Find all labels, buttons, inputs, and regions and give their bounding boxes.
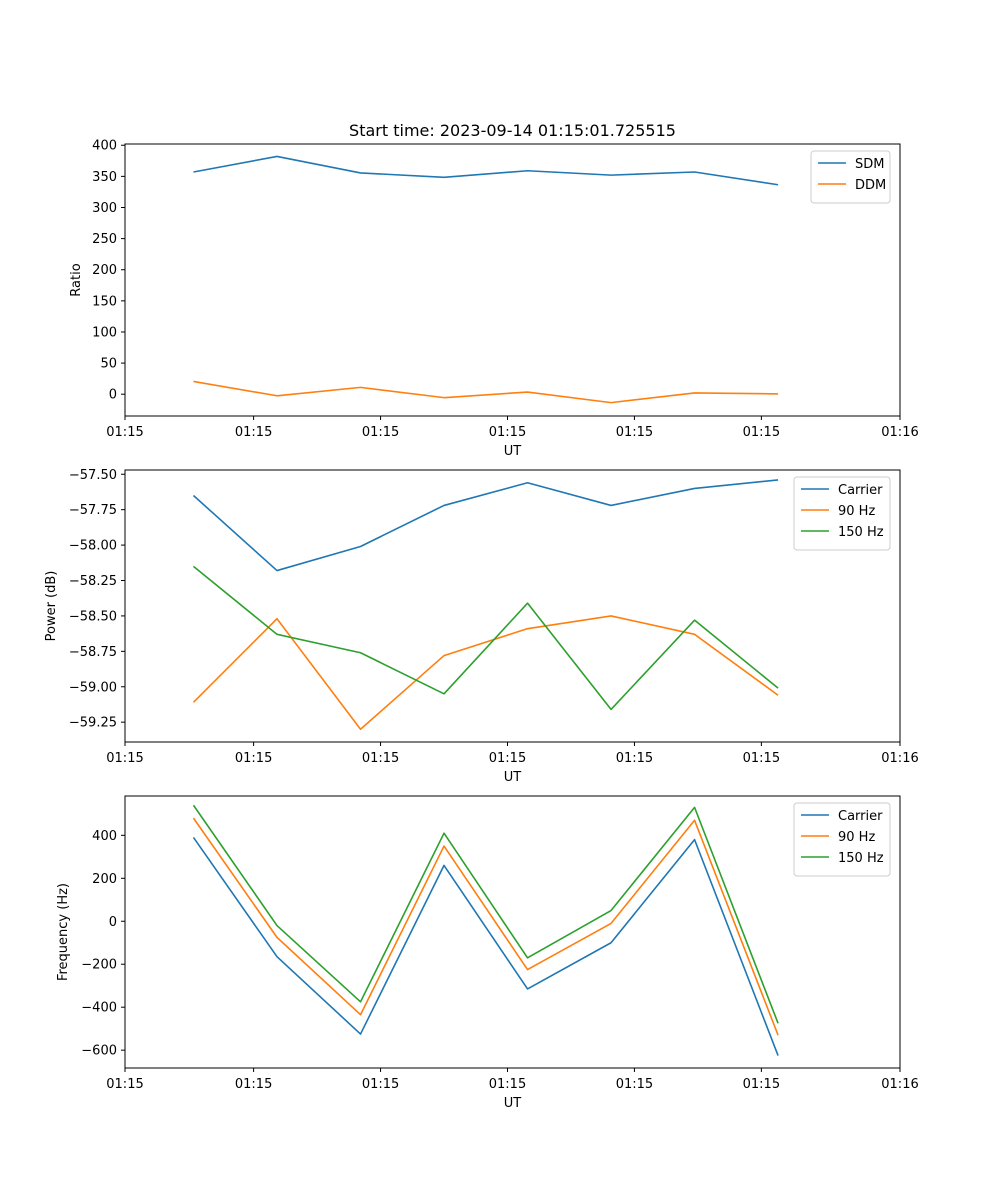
x-tick-label: 01:15 [489, 425, 526, 440]
legend-label: SDM [855, 157, 884, 172]
legend: SDM DDM [810, 150, 891, 204]
y-tick-label: −58.50 [69, 609, 117, 624]
x-tick-label: 01:15 [743, 1077, 780, 1092]
legend-label: Carrier [838, 483, 883, 498]
x-tick-label: 01:15 [362, 751, 399, 766]
y-tick-label: −57.75 [69, 503, 117, 518]
y-tick-label: 100 [92, 325, 117, 340]
y-tick-label: 150 [92, 294, 117, 309]
x-tick-label: 01:15 [616, 1077, 653, 1092]
series-line-carrier [192, 479, 779, 572]
legend-label: 90 Hz [838, 830, 875, 845]
series-line-carrier [192, 837, 779, 1056]
x-tick-label: 01:15 [489, 1077, 526, 1092]
y-tick-label: 400 [92, 139, 117, 154]
y-axis-label: Frequency (Hz) [56, 883, 71, 981]
series-line-150-hz [192, 565, 779, 711]
x-tick-label: 01:15 [616, 425, 653, 440]
x-axis-label: UT [504, 770, 522, 785]
y-tick-label: −58.00 [69, 539, 117, 554]
y-axis-label: Power (dB) [44, 571, 59, 642]
series-line-90-hz [192, 615, 779, 731]
y-tick-label: −200 [81, 958, 117, 973]
legend-label: 150 Hz [838, 851, 884, 866]
y-tick-label: 350 [92, 170, 117, 185]
y-tick-label: −59.25 [69, 716, 117, 731]
series-group [193, 155, 779, 404]
x-tick-label: 01:15 [235, 751, 272, 766]
x-tick-label: 01:16 [881, 425, 918, 440]
series-line-sdm [193, 155, 779, 186]
y-tick-label: 400 [92, 829, 117, 844]
subplot-2: 01:15 01:15 01:15 01:15 01:15 01:15 01:16 −59.2… [44, 468, 919, 785]
y-tick-label: 200 [92, 872, 117, 887]
legend-box [810, 150, 891, 204]
y-tick-label: −58.25 [69, 574, 117, 589]
x-tick-label: 01:15 [106, 751, 143, 766]
series-group [192, 479, 779, 731]
x-axis-label: UT [504, 444, 522, 459]
legend-label: 90 Hz [838, 504, 875, 519]
subplot-1: Start time: 2023-09-14 01:15:01.72551501… [69, 121, 919, 459]
y-tick-label: −400 [81, 1001, 117, 1016]
y-tick-label: −57.50 [69, 468, 117, 483]
x-tick-label: 01:15 [616, 751, 653, 766]
x-tick-label: 01:15 [235, 1077, 272, 1092]
x-tick-label: 01:15 [235, 425, 272, 440]
x-tick-label: 01:15 [106, 1077, 143, 1092]
y-tick-label: 0 [109, 915, 117, 930]
x-tick-label: 01:16 [881, 751, 918, 766]
legend: Carrier 90 Hz 150 Hz [793, 476, 891, 551]
y-axis-label: Ratio [69, 263, 84, 296]
subplot-3: 01:15 01:15 01:15 01:15 01:15 01:15 01:16 −600 −… [56, 795, 919, 1111]
y-tick-label: −600 [81, 1044, 117, 1059]
x-tick-label: 01:15 [743, 425, 780, 440]
series-group [192, 804, 779, 1056]
x-axis-label: UT [504, 1096, 522, 1111]
y-tick-label: 300 [92, 201, 117, 216]
y-tick-label: 50 [100, 357, 117, 372]
x-tick-label: 01:15 [489, 751, 526, 766]
x-tick-label: 01:15 [743, 751, 780, 766]
series-line-90-hz [192, 817, 779, 1036]
legend-label: 150 Hz [838, 525, 884, 540]
legend-label: Carrier [838, 809, 883, 824]
legend-label: DDM [855, 178, 886, 193]
x-tick-label: 01:15 [106, 425, 143, 440]
plot-frame [124, 795, 901, 1069]
x-tick-label: 01:15 [362, 425, 399, 440]
legend: Carrier 90 Hz 150 Hz [793, 802, 891, 877]
y-tick-label: 200 [92, 263, 117, 278]
plot-frame [124, 143, 901, 417]
x-tick-label: 01:15 [362, 1077, 399, 1092]
plot-frame [124, 469, 901, 743]
y-tick-label: 250 [92, 232, 117, 247]
series-line-ddm [193, 380, 779, 404]
y-tick-label: 0 [109, 388, 117, 403]
series-line-150-hz [192, 804, 779, 1024]
x-tick-label: 01:16 [881, 1077, 918, 1092]
y-tick-label: −58.75 [69, 645, 117, 660]
chart-title: Start time: 2023-09-14 01:15:01.725515 [349, 121, 676, 140]
y-tick-label: −59.00 [69, 680, 117, 695]
